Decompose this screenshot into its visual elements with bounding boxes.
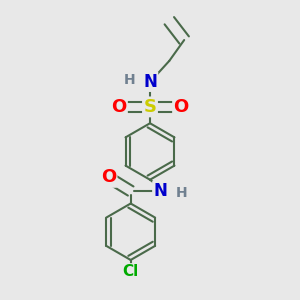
- Text: N: N: [154, 182, 167, 200]
- Text: O: O: [111, 98, 126, 116]
- Text: H: H: [176, 185, 187, 200]
- Text: Cl: Cl: [123, 264, 139, 279]
- Text: O: O: [101, 168, 116, 186]
- Text: N: N: [143, 73, 157, 91]
- Text: H: H: [123, 73, 135, 87]
- Text: O: O: [174, 98, 189, 116]
- Text: S: S: [143, 98, 157, 116]
